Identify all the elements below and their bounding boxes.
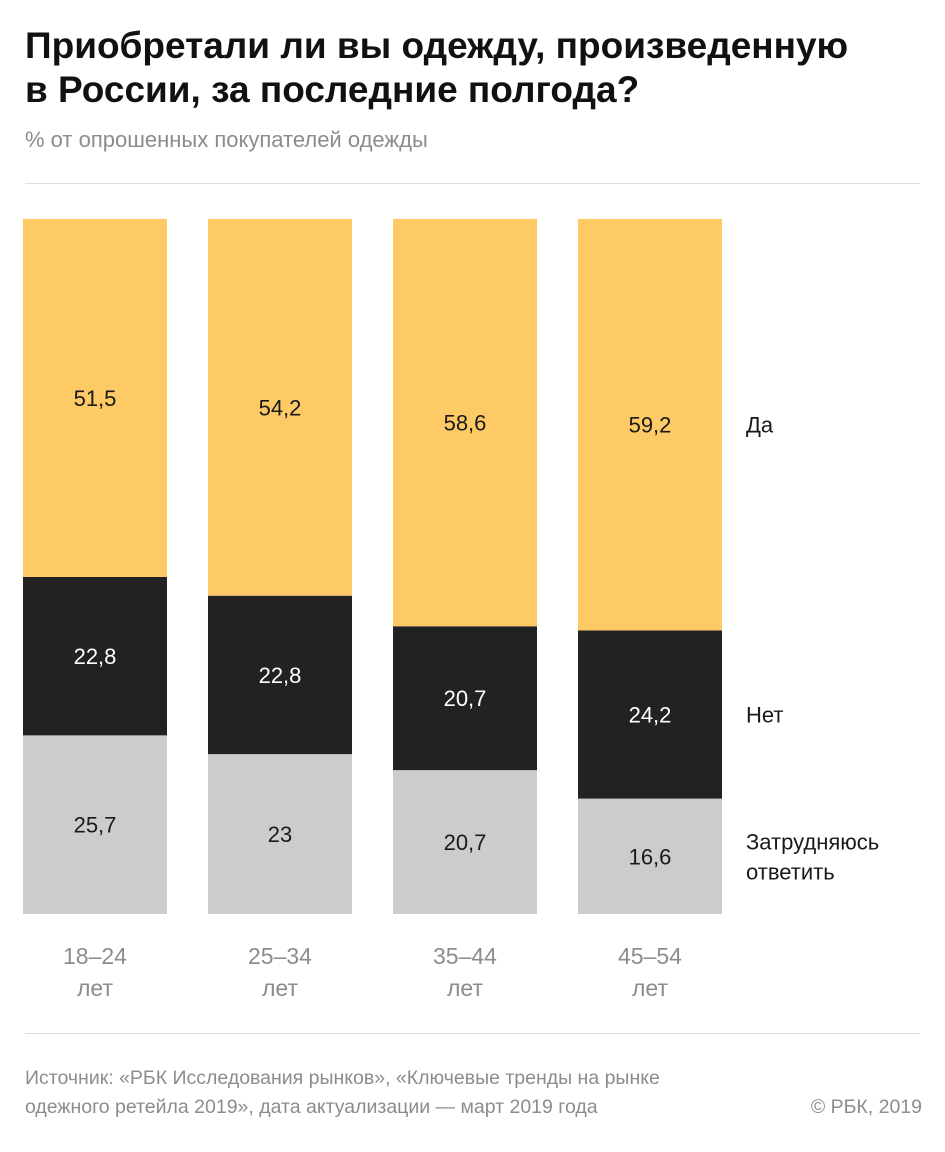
- bar-segment-да-1: [208, 219, 352, 596]
- chart-title-line-2: в России, за последние полгода?: [25, 69, 640, 110]
- chart-title: Приобретали ли вы одежду, произведенную …: [25, 24, 925, 112]
- bar-segment-нет-2: [393, 626, 537, 771]
- bar-segment-затрудняюсь-ответить-1: [208, 754, 352, 914]
- source-note: Источник: «РБК Исследования рынков», «Кл…: [25, 1064, 660, 1122]
- source-line-1: Источник: «РБК Исследования рынков», «Кл…: [25, 1067, 660, 1089]
- data-label: 58,6: [444, 411, 487, 436]
- x-tick-label: 45–54 лет: [618, 943, 682, 1001]
- source-line-2: одежного ретейла 2019», дата актуализаци…: [25, 1096, 598, 1118]
- data-label: 23: [268, 822, 292, 847]
- data-label: 25,7: [74, 813, 117, 838]
- bar-segment-нет-0: [23, 576, 167, 736]
- legend-label: Да: [746, 413, 774, 438]
- bar-segment-да-3: [578, 219, 722, 631]
- chart-title-line-1: Приобретали ли вы одежду, произведенную: [25, 25, 849, 66]
- stacked-bar-chart: 25,7 22,8 51,5 18–24 лет 23 22,8 54,2 25–34 лет 20…: [23, 219, 879, 1001]
- data-label: 24,2: [629, 703, 672, 728]
- bar-segment-нет-1: [208, 595, 352, 755]
- x-tick-label: 18–24 лет: [63, 943, 127, 1001]
- data-label: 22,8: [74, 644, 117, 669]
- bottom-divider: [25, 1033, 920, 1034]
- bar-segment-затрудняюсь-ответить-2: [393, 770, 537, 914]
- data-label: 59,2: [629, 413, 672, 438]
- legend-label: Нет: [746, 703, 783, 728]
- data-label: 51,5: [74, 386, 117, 411]
- bar-segment-затрудняюсь-ответить-3: [578, 798, 722, 914]
- bar-segment-нет-3: [578, 630, 722, 799]
- data-label: 54,2: [259, 395, 302, 420]
- legend-label: Затрудняюсь ответить: [746, 829, 879, 884]
- data-label: 20,7: [444, 830, 487, 855]
- bar-segment-да-2: [393, 219, 537, 627]
- top-divider: [25, 183, 920, 184]
- copyright: © РБК, 2019: [810, 1096, 922, 1118]
- bar-segment-затрудняюсь-ответить-0: [23, 735, 167, 914]
- x-tick-label: 35–44 лет: [433, 943, 497, 1001]
- data-label: 20,7: [444, 686, 487, 711]
- data-label: 22,8: [259, 663, 302, 688]
- bar-segment-да-0: [23, 219, 167, 577]
- x-tick-label: 25–34 лет: [248, 943, 312, 1001]
- chart-subtitle: % от опрошенных покупателей одежды: [25, 127, 428, 152]
- data-label: 16,6: [629, 844, 672, 869]
